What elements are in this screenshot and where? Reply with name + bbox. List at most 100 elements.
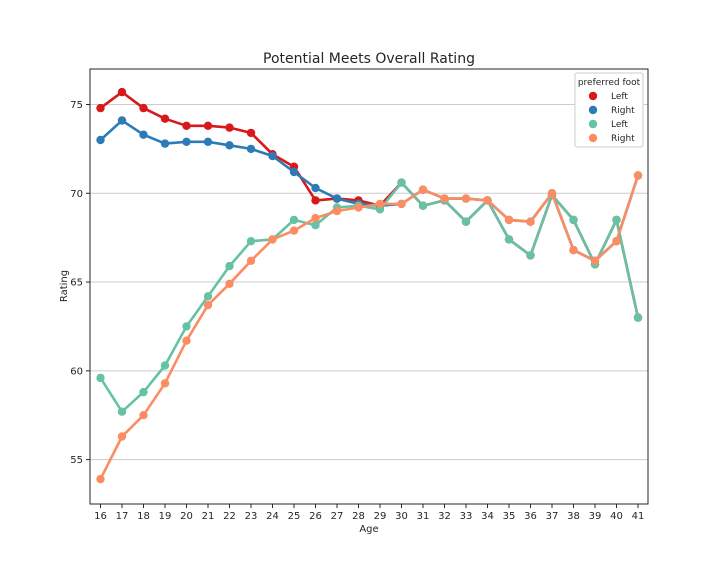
x-tick-label: 26 [309,511,322,522]
legend-label: Right [611,106,635,116]
data-point [117,432,127,441]
x-tick-label: 21 [202,511,215,522]
legend-marker [588,119,598,129]
series-line [99,119,640,263]
data-point [182,336,191,345]
y-tick-label: 60 [70,366,83,377]
series-potential-right [96,116,643,265]
x-tick-label: 24 [266,511,279,522]
legend-title: preferred foot [578,78,641,88]
data-point [289,226,299,235]
data-point [375,199,385,209]
x-axis-title: Age [359,524,378,535]
x-tick-label: 27 [331,511,344,522]
x-tick-label: 39 [589,511,602,522]
x-tick-label: 22 [223,511,236,522]
legend: preferred foot Left Right Left Right [574,72,644,148]
legend-marker [588,91,598,101]
x-tick-label: 19 [159,511,172,522]
data-point [612,215,621,225]
legend-box [574,72,644,148]
data-point [289,167,299,177]
data-point [139,411,148,420]
data-point [203,292,213,301]
x-tick-label: 41 [632,511,645,522]
data-point [332,206,342,216]
x-tick-label: 29 [374,511,387,522]
x-tick-label: 20 [180,511,193,522]
data-point [117,407,127,416]
data-point [504,235,514,244]
data-point [117,116,127,125]
y-tick-label: 65 [70,278,83,289]
data-point [526,251,535,260]
data-point [311,213,320,223]
series-line [99,181,640,414]
y-axis-ticks: 55 60 65 70 75 [70,100,90,466]
x-tick-label: 28 [352,511,365,522]
data-point [139,130,148,139]
legend-label: Right [611,134,635,144]
data-point [96,474,105,484]
y-tick-label: 55 [70,455,83,466]
data-point [139,103,148,113]
gridlines [90,104,648,461]
plot-frame [89,68,649,505]
data-point [96,373,105,383]
data-point [547,189,557,198]
x-tick-label: 35 [503,511,516,522]
data-point [504,215,514,225]
data-point [96,135,105,145]
data-point [182,121,191,130]
data-point [418,201,428,210]
data-point [246,144,256,154]
data-point [268,235,277,244]
data-point [461,217,471,226]
data-point [246,237,256,246]
data-point [246,256,256,265]
x-tick-label: 37 [546,511,559,522]
data-point [397,178,406,187]
x-axis-ticks: 16 17 18 19 20 21 22 23 24 25 26 27 28 29 30 31 32 33 34 35… [94,504,644,522]
x-tick-label: 36 [524,511,537,522]
data-point [160,361,170,370]
x-tick-label: 33 [460,511,473,522]
data-point [96,103,105,113]
legend-entry: Left [588,119,628,130]
x-tick-label: 25 [288,511,301,522]
data-point [311,183,320,193]
data-point [160,379,170,388]
data-point [418,185,428,194]
y-tick-label: 75 [70,100,83,111]
data-point [225,123,234,132]
data-point [160,114,170,123]
series-overall-right [96,171,643,484]
data-point [203,121,213,130]
x-tick-label: 30 [395,511,408,522]
data-point [332,194,342,203]
x-tick-label: 34 [481,511,494,522]
legend-marker [588,105,598,115]
legend-marker [588,133,598,143]
data-point [225,279,234,288]
data-point [483,196,492,205]
data-point [569,245,578,255]
series-line [99,174,640,481]
data-point [160,139,170,148]
x-tick-label: 32 [438,511,451,522]
data-point [225,261,234,271]
x-tick-label: 31 [417,511,430,522]
data-point [225,141,234,150]
legend-entry: Right [588,133,635,144]
x-tick-label: 17 [116,511,129,522]
chart-title: Potential Meets Overall Rating [263,51,475,67]
plot-series [96,87,643,484]
data-point [354,203,363,212]
data-point [182,322,191,331]
data-point [311,196,320,205]
x-tick-label: 40 [610,511,623,522]
data-point [139,387,148,397]
x-tick-label: 18 [137,511,150,522]
data-point [203,300,213,310]
legend-entry: Right [588,105,635,116]
